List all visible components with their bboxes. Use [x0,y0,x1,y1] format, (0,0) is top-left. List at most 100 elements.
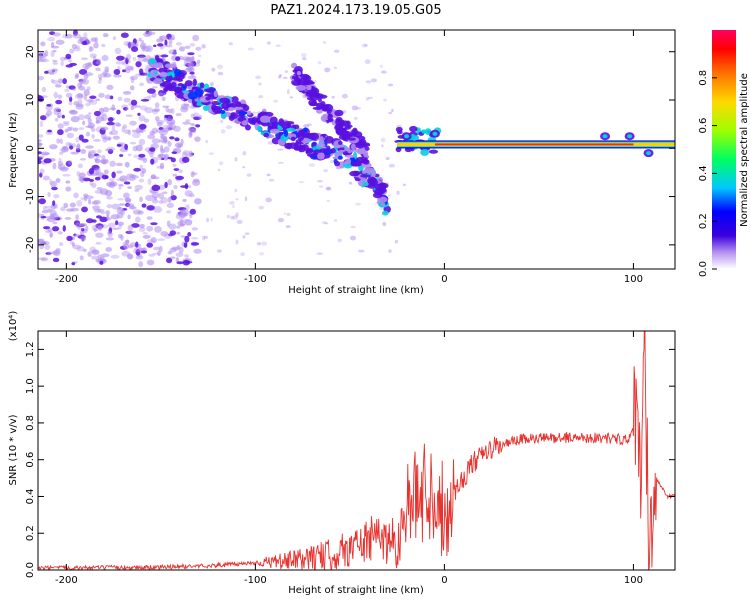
spectrogram-blob [86,99,94,103]
spectrogram-blob [92,205,100,211]
spectrogram-blob [258,252,265,256]
snr-axes: -200 -100 0 100 0.0 0.2 0.4 0.6 0.8 1.0 1.2 [25,331,675,586]
spectrogram-blob [277,217,285,223]
spectrogram-blob [97,149,102,154]
spectrogram-blob [266,173,271,177]
spectrogram-blob [247,47,254,51]
spectrogram-blob [396,190,400,195]
spectrogram-blob [112,227,120,230]
spectrogram-blob [149,151,154,158]
spectrogram-blob [53,194,60,199]
spectrogram-blob [78,79,84,82]
spectrogram-blob [191,123,196,127]
spectrogram-blob [202,235,206,241]
spectrogram-blob [131,223,140,228]
spectrogram-blob [107,137,111,141]
spectrogram-blob [93,227,97,232]
spectrogram-blob [105,148,110,152]
spectrogram-blob [165,74,173,83]
spectrogram-blob [129,141,137,145]
spectrogram-blob [162,124,169,129]
spectrogram-blob [295,84,307,91]
spectrogram-blob [317,60,322,65]
spectrogram-blob [300,53,307,58]
spectrogram-blob [90,249,99,255]
spectrogram-blob [129,85,135,91]
spectrogram-blob [187,62,195,69]
spectrogram-blob [135,255,144,260]
spectrogram-blob [140,250,148,254]
spectrogram-blob [134,184,143,190]
spectrogram-blob [357,179,364,187]
spectrogram-blob [432,131,438,136]
spectrogram-blob [142,231,149,235]
spectrogram-blob [121,60,126,64]
spectrogram-blob [134,129,143,132]
spectrogram-blob [139,196,143,203]
spectrogram-blob [234,157,238,162]
spectrogram-blob [226,214,231,219]
spectrogram-blob [146,205,156,211]
spectrogram-blob [172,173,178,177]
spectrogram-blob [152,108,161,112]
spectrogram-blob [73,220,81,226]
spectrogram-blob [77,99,83,105]
spectrogram-blob [50,180,57,188]
spectrogram-blob [179,223,185,227]
spectrogram-blob [129,205,136,210]
spectrogram-blob [187,52,195,56]
snr-x-tick-label: -100 [244,575,267,586]
spectrogram-blob [139,68,144,75]
spectrogram-blob [75,137,80,143]
spectrogram-blob [124,161,130,168]
spectrogram-blob [197,54,202,58]
spectrogram-blob [106,196,113,200]
spectrogram-y-tick-label: -20 [25,237,36,253]
spectrogram-blob [125,57,129,65]
spectrogram-blob [113,74,122,78]
spectrogram-blob [420,149,430,156]
spectrogram-blob [51,68,59,72]
spectrogram-blob [166,202,175,209]
spectrogram-blob [173,86,183,93]
spectrogram-blob [64,216,72,220]
spectrogram-blob [232,204,235,209]
spectrogram-blob [151,86,158,89]
spectrogram-blob [379,64,383,69]
spectrogram-blob [154,62,164,67]
spectrogram-blob [40,41,46,47]
spectrogram-blob [118,183,124,187]
spectrogram-blob [193,248,202,254]
spectrogram-blob [188,131,193,139]
spectrogram-blob [303,124,310,128]
spectrogram-blob [78,36,85,42]
spectrogram-blob [118,186,122,190]
spectrogram-blob [320,104,330,108]
spectrogram-blob [85,62,93,68]
spectrogram-blob [60,60,64,67]
spectrogram-blob [98,77,102,81]
spectrogram-blob [89,178,95,182]
spectrogram-blob [242,151,247,156]
spectrogram-blob [220,109,226,114]
spectrogram-blob [149,147,156,152]
spectrogram-blob [297,133,305,142]
spectrogram-blob [377,196,388,203]
spectrogram-blob [308,102,319,107]
spectrogram-blob [75,144,81,151]
spectrogram-blob [63,202,69,209]
spectrogram-blob [402,183,406,187]
spectrogram-blob [38,95,44,103]
spectrogram-blob [123,192,130,199]
spectrogram-blob [135,127,141,134]
spectrogram-blob [76,143,81,149]
spectrogram-blob [278,75,282,79]
spectrogram-blob [142,57,149,63]
spectrogram-blob [160,197,168,204]
spectrogram-blob [50,45,60,49]
spectrogram-blob [602,134,608,139]
spectrogram-blob [160,230,169,237]
spectrogram-blob [127,176,136,181]
spectrogram-blob [99,260,104,265]
